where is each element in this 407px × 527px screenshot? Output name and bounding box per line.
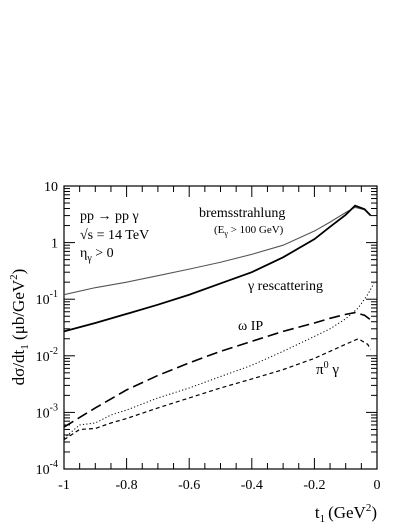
series-line-4	[63, 338, 372, 441]
x-tick-label: -1	[58, 478, 70, 493]
curves	[63, 204, 375, 441]
pi0-gamma-label: π0 γ	[316, 360, 339, 378]
x-tick-label: 0	[374, 478, 381, 493]
rapidity-cut-label: ηγ > 0	[80, 246, 114, 264]
x-tick-label: -0.8	[116, 478, 138, 493]
y-tick-label: 10-1	[36, 289, 58, 308]
x-axis-label: t1 (GeV2)	[315, 502, 377, 525]
bremsstrahlung-condition-label: (Eγ > 100 GeV)	[214, 224, 284, 238]
series-line-1	[63, 204, 372, 333]
x-tick-label: -0.4	[241, 478, 263, 493]
x-tick-label: -0.2	[303, 478, 325, 493]
y-tick-label: 10-3	[36, 402, 58, 421]
series-line-3	[63, 311, 372, 428]
y-tick-label: 10-4	[36, 459, 58, 478]
omega-ip-label: ω IP	[238, 319, 263, 334]
y-tick-label: 1	[51, 237, 58, 252]
axis-ticks	[63, 186, 378, 470]
y-tick-label: 10-2	[36, 346, 58, 365]
gamma-rescattering-label: γ rescattering	[247, 279, 323, 294]
energy-label: √s = 14 TeV	[80, 228, 149, 243]
process-label: pp → pp γ	[80, 209, 139, 224]
y-tick-label: 10	[44, 180, 58, 195]
x-tick-label: -0.6	[178, 478, 200, 493]
bremsstrahlung-label: bremsstrahlung	[199, 206, 285, 221]
axis-tick-labels: -1 -0.8 -0.6 -0.4 -0.2 0 10-4 10-3 10-2 10-1 1 10	[36, 180, 381, 493]
y-axis-label: dσ/dt1 (μb/GeV2)	[8, 269, 31, 386]
